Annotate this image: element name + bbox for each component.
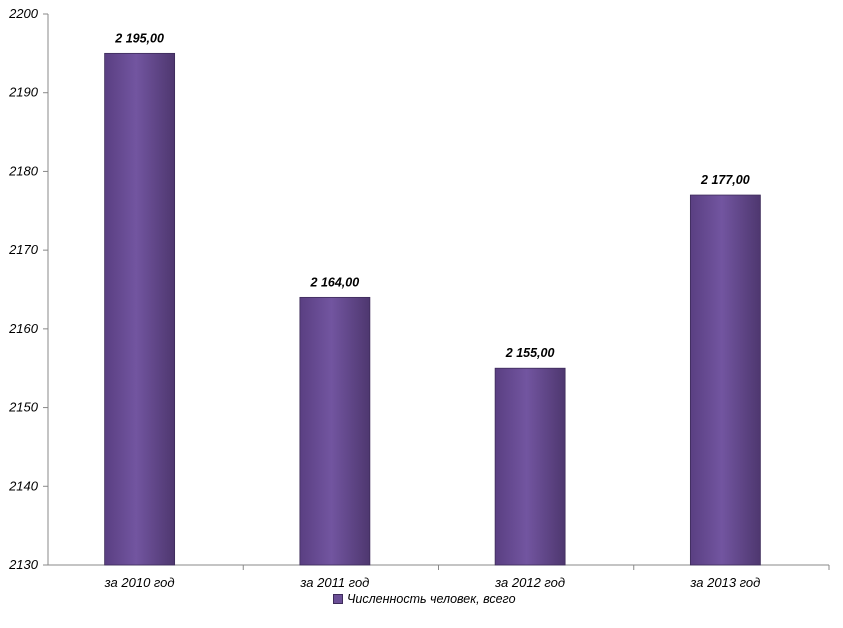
labels-group: за 2010 год 2 195,00 за 2011 год 2 164,00 за… <box>104 31 761 590</box>
legend: Численность человек, всего <box>333 592 516 606</box>
y-tick-label: 2160 <box>8 321 39 336</box>
y-tick-label: 2170 <box>8 242 39 257</box>
data-label: 2 195,00 <box>114 31 164 45</box>
y-tick-label: 2130 <box>8 557 39 572</box>
y-tick-label: 2140 <box>8 478 39 493</box>
legend-swatch <box>333 594 343 604</box>
x-tick-label: за 2013 год <box>689 575 760 590</box>
y-tick-label: 2200 <box>8 6 39 21</box>
legend-label: Численность человек, всего <box>347 592 516 606</box>
bar <box>689 194 761 566</box>
axes: 2130 2140 2150 2160 2170 2180 2190 2200 <box>8 6 830 572</box>
bars-group <box>104 52 761 566</box>
y-tick-label: 2180 <box>8 163 39 178</box>
data-label: 2 164,00 <box>310 275 360 289</box>
y-tick-label: 2150 <box>8 400 39 415</box>
x-tick-label: за 2012 год <box>494 575 565 590</box>
y-tick-label: 2190 <box>8 85 39 100</box>
bar <box>494 367 566 566</box>
x-tick-label: за 2010 год <box>104 575 175 590</box>
data-label: 2 155,00 <box>505 346 555 360</box>
data-label: 2 177,00 <box>700 173 750 187</box>
bar <box>104 52 176 566</box>
x-tick-label: за 2011 год <box>299 575 369 590</box>
bar <box>299 296 371 566</box>
